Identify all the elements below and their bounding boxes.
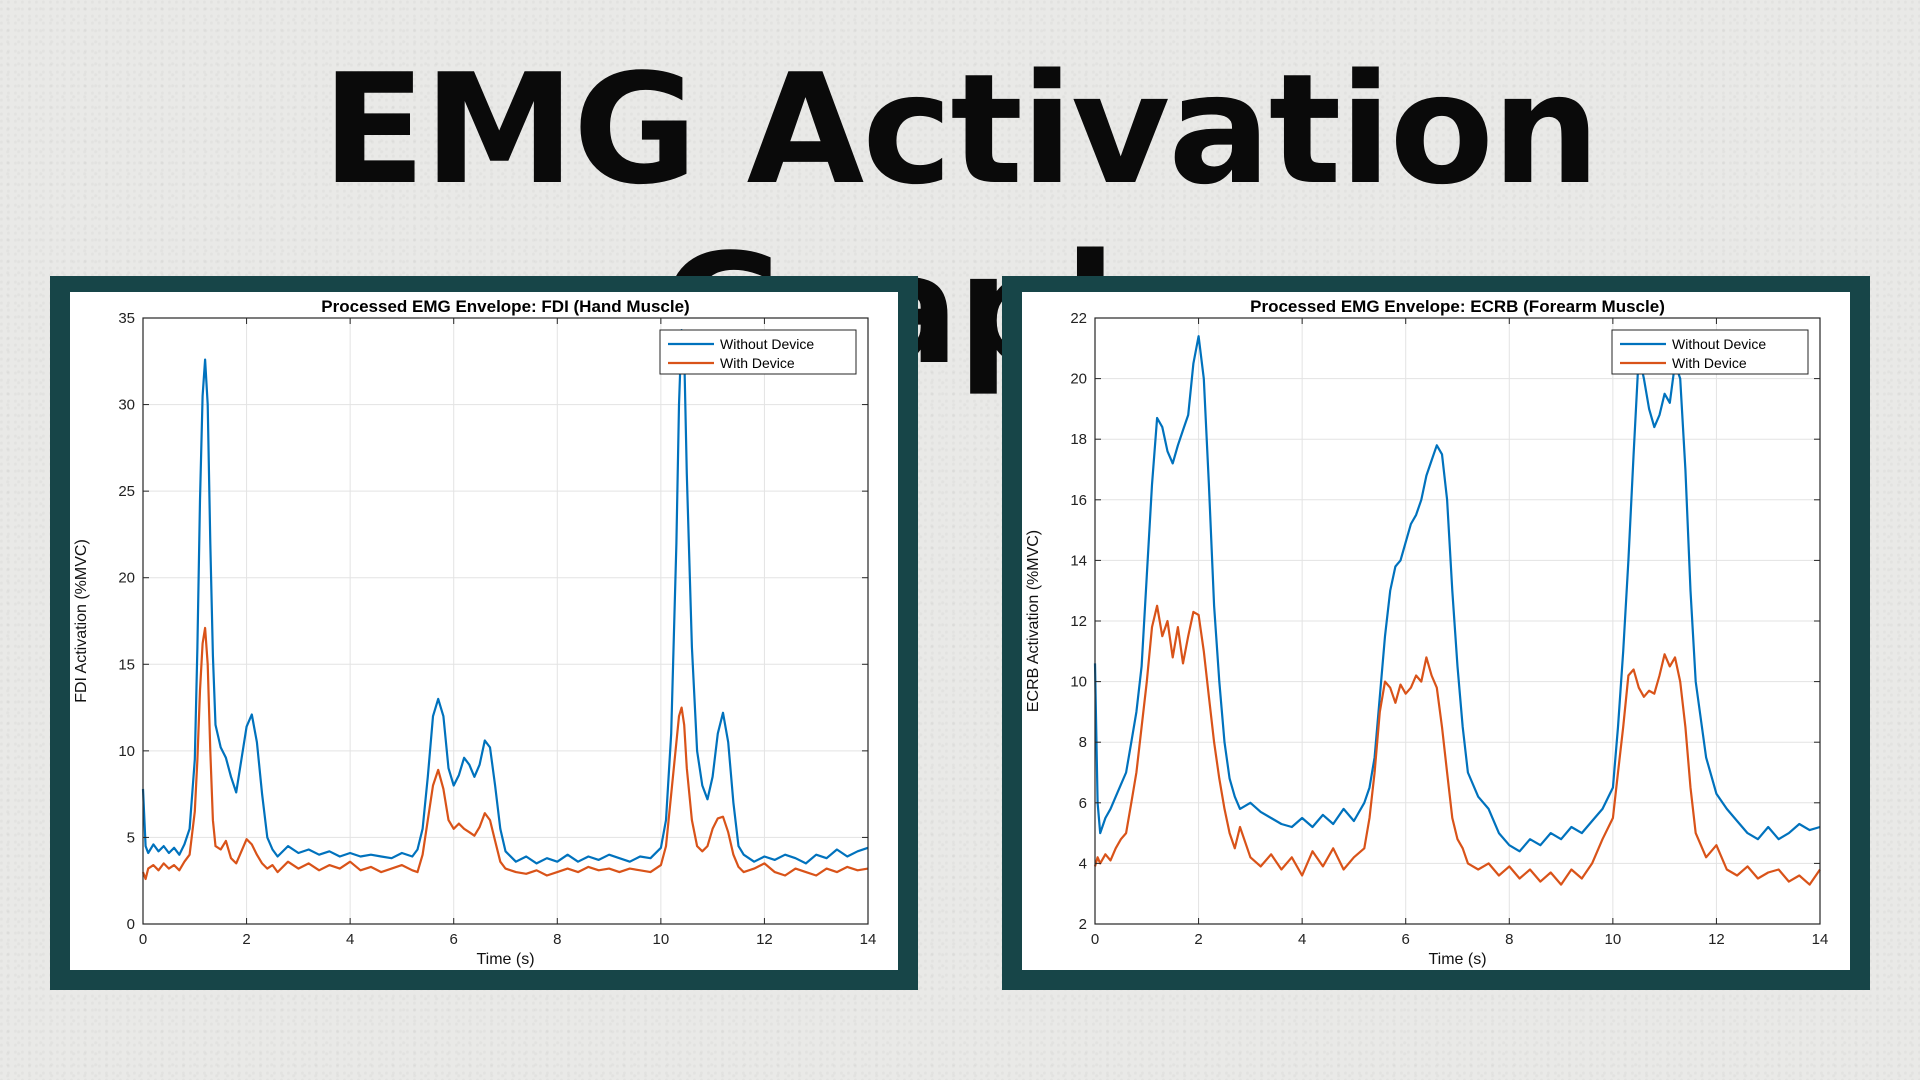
fdi-chart: 0 2 4 6 8 10 12 14 0 5 10 15 20 25 30 35 Processed EMG E… (73, 297, 877, 968)
fdi-legend-entry: With Device (720, 355, 795, 371)
fdi-x-tick-label: 10 (653, 931, 670, 948)
ecrb-y-tick-label: 10 (1070, 674, 1087, 691)
fdi-axes-box (142, 317, 869, 925)
fdi-x-tick-label: 14 (860, 931, 877, 948)
fdi-y-tick-label: 5 (127, 829, 135, 846)
fdi-chart-panel: 0 2 4 6 8 10 12 14 0 5 10 15 20 25 30 35 Processed EMG E… (70, 292, 898, 970)
fdi-chart-title: Processed EMG Envelope: FDI (Hand Muscle… (321, 297, 689, 316)
fdi-y-tick-label: 20 (118, 570, 135, 587)
ecrb-x-tick-label: 4 (1298, 931, 1306, 948)
fdi-x-tick-label: 4 (346, 931, 354, 948)
ecrb-chart-title: Processed EMG Envelope: ECRB (Forearm Mu… (1250, 297, 1665, 316)
ecrb-y-axis-label: ECRB Activation (%MVC) (1025, 530, 1042, 712)
ecrb-y-tick-label: 22 (1070, 310, 1087, 327)
ecrb-y-tick-label: 8 (1079, 734, 1087, 751)
ecrb-y-tick-label: 18 (1070, 431, 1087, 448)
ecrb-legend-entry: Without Device (1672, 336, 1766, 352)
fdi-y-tick-label: 35 (118, 310, 135, 327)
fdi-legend-box (659, 329, 857, 375)
fdi-y-tick-label: 25 (118, 483, 135, 500)
ecrb-legend: Without Device With Device (1611, 329, 1809, 375)
ecrb-x-tick-label: 12 (1708, 931, 1725, 948)
ecrb-series-line-with-device (1093, 604, 1821, 886)
ecrb-y-tick-label: 20 (1070, 371, 1087, 388)
ecrb-legend-entry: With Device (1672, 355, 1747, 371)
ecrb-x-tick-label: 14 (1812, 931, 1829, 948)
fdi-x-tick-label: 8 (553, 931, 561, 948)
ecrb-series-line-without-device (1093, 335, 1821, 853)
ecrb-legend-box (1611, 329, 1809, 375)
ecrb-y-tick-label: 4 (1079, 855, 1087, 872)
ecrb-chart-frame: 0 2 4 6 8 10 12 14 2 4 6 8 10 12 14 16 18 20 22 Processed E… (1002, 276, 1870, 990)
fdi-grid (142, 317, 869, 925)
fdi-legend-entry: Without Device (720, 336, 814, 352)
ecrb-y-tick-label: 6 (1079, 795, 1087, 812)
ecrb-x-tick-label: 6 (1402, 931, 1410, 948)
ecrb-x-axis-label: Time (s) (1428, 951, 1486, 968)
fdi-y-tick-label: 15 (118, 656, 135, 673)
fdi-series-line-without-device (141, 328, 869, 865)
ecrb-y-tick-label: 12 (1070, 613, 1087, 630)
fdi-y-axis-label: FDI Activation (%MVC) (73, 539, 90, 703)
fdi-x-tick-label: 0 (139, 931, 147, 948)
ecrb-y-tick-label: 2 (1079, 916, 1087, 933)
ecrb-grid (1094, 317, 1821, 925)
ecrb-y-tick-label: 16 (1070, 492, 1087, 509)
ecrb-x-tick-label: 8 (1505, 931, 1513, 948)
fdi-y-tick-label: 30 (118, 397, 135, 414)
ecrb-chart-panel: 0 2 4 6 8 10 12 14 2 4 6 8 10 12 14 16 18 20 22 Processed E… (1022, 292, 1850, 970)
fdi-x-tick-label: 2 (242, 931, 250, 948)
fdi-y-tick-label: 10 (118, 743, 135, 760)
fdi-series-line-with-device (141, 626, 869, 881)
fdi-chart-frame: 0 2 4 6 8 10 12 14 0 5 10 15 20 25 30 35 Processed EMG E… (50, 276, 918, 990)
ecrb-x-tick-label: 0 (1091, 931, 1099, 948)
ecrb-x-tick-label: 2 (1194, 931, 1202, 948)
fdi-x-tick-label: 6 (450, 931, 458, 948)
fdi-x-axis-label: Time (s) (476, 951, 534, 968)
ecrb-x-tick-label: 10 (1605, 931, 1622, 948)
fdi-y-tick-label: 0 (127, 916, 135, 933)
fdi-x-tick-label: 12 (756, 931, 773, 948)
fdi-legend: Without Device With Device (659, 329, 857, 375)
ecrb-y-tick-label: 14 (1070, 552, 1087, 569)
